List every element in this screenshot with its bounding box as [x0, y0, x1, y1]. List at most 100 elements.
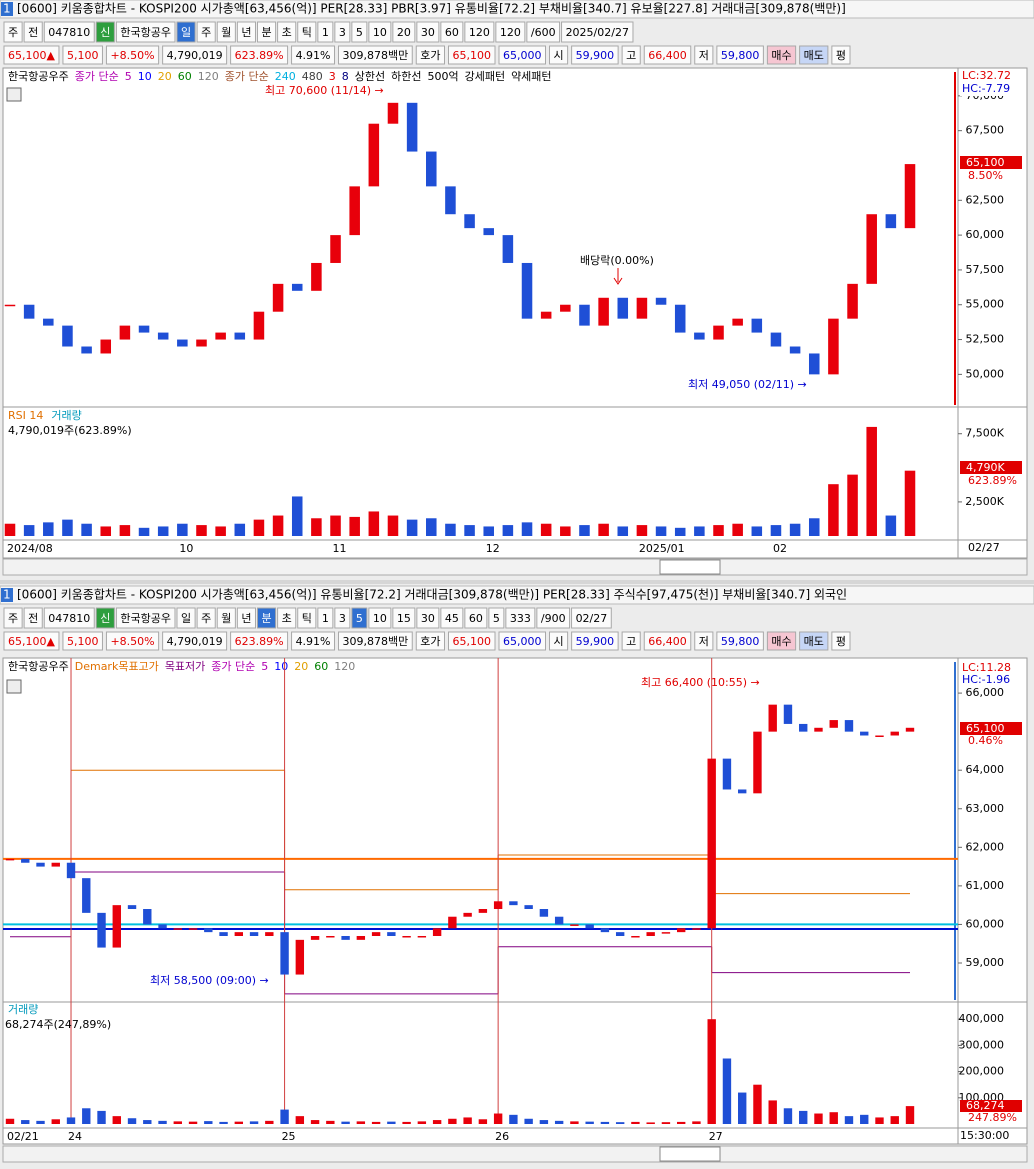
toolbar-cell[interactable] [464, 607, 488, 629]
dividend-arrow [613, 268, 623, 285]
candle [295, 939, 305, 975]
chart-area [2, 657, 1028, 1145]
volume-bar [885, 515, 897, 536]
toolbar-cell[interactable] [115, 21, 176, 43]
toolbar-cell[interactable] [95, 607, 115, 629]
candle [119, 325, 131, 340]
toolbar-cell[interactable] [277, 607, 297, 629]
toolbar-cell[interactable] [216, 607, 236, 629]
change-label: 8.50% [968, 169, 1003, 182]
toolbar-cell[interactable] [216, 21, 236, 43]
toolbar-cell[interactable] [317, 21, 334, 43]
toolbar-label: 한국항공우 [120, 26, 171, 39]
toolbar-label: 주 [201, 26, 211, 39]
price-box [960, 722, 1022, 735]
info-label: 309,878백만 [343, 49, 409, 62]
toolbar-cell[interactable] [3, 21, 23, 43]
candle [402, 935, 411, 938]
candle [524, 905, 533, 910]
toolbar-cell[interactable] [526, 21, 561, 43]
volume-bar [234, 523, 246, 536]
toolbar-cell[interactable] [571, 607, 612, 629]
toolbar-cell[interactable] [3, 607, 23, 629]
toolbar-label: 일 [181, 611, 191, 625]
toolbar-cell[interactable] [176, 21, 196, 43]
y-tick-label: 55,000 [966, 298, 1005, 311]
high-annotation: 최고 70,600 (11/14) → [265, 84, 384, 97]
info-label: 59,800 [721, 49, 760, 62]
toolbar-cell[interactable] [256, 607, 277, 629]
table-icon[interactable] [6, 87, 22, 102]
toolbar-cell[interactable] [416, 21, 440, 43]
y-tick-label: 52,500 [966, 333, 1005, 346]
toolbar-cell[interactable] [505, 607, 536, 629]
table-icon[interactable] [6, 679, 22, 694]
toolbar-cell[interactable] [236, 21, 256, 43]
toolbar-cell[interactable] [256, 21, 277, 43]
info-label: 4,790,019 [167, 635, 223, 648]
toolbar-cell[interactable] [317, 607, 334, 629]
toolbar-cell[interactable] [488, 607, 505, 629]
toolbar-cell[interactable] [43, 607, 95, 629]
toolbar-cell[interactable] [392, 21, 416, 43]
legend-item: 종가 단순 [75, 70, 119, 83]
candle [789, 346, 801, 354]
info-label: 저 [699, 635, 709, 648]
toolbar-cell[interactable] [416, 607, 440, 629]
window-number: 1 [3, 2, 11, 16]
volume-rate-label: 247.89% [968, 1111, 1017, 1124]
toolbar-cell[interactable] [95, 21, 115, 43]
toolbar-cell[interactable] [176, 607, 196, 629]
toolbar-cell[interactable] [464, 21, 495, 43]
scroll-buttons[interactable] [659, 1146, 721, 1162]
toolbar-cell[interactable] [368, 21, 392, 43]
volume-bar [483, 526, 494, 536]
toolbar-cell[interactable] [536, 607, 571, 629]
toolbar-label: 분 [261, 612, 271, 625]
volume-bar [295, 1116, 305, 1124]
scroll-buttons[interactable] [659, 559, 721, 575]
toolbar-cell[interactable] [196, 607, 216, 629]
scrollbar[interactable] [2, 1145, 1028, 1163]
price-label: 65,100 [966, 156, 1005, 169]
info-cell [415, 631, 445, 651]
toolbar-cell[interactable] [334, 607, 351, 629]
toolbar-cell[interactable] [236, 607, 256, 629]
toolbar-cell[interactable] [297, 21, 317, 43]
toolbar-cell[interactable] [392, 607, 416, 629]
toolbar-cell[interactable] [351, 607, 368, 629]
volume-bar [448, 1118, 457, 1124]
labels: 1 [0600] 키움종합차트 - KOSPI200 시가총액[63,456(억… [3, 2, 1022, 1142]
volume-bar [478, 1119, 488, 1124]
volume-box [960, 1100, 1022, 1112]
info-cell [549, 45, 569, 65]
toolbar-cell[interactable] [561, 21, 634, 43]
toolbar-cell[interactable] [297, 607, 317, 629]
toolbar-cell[interactable] [23, 607, 43, 629]
candle [783, 704, 793, 724]
candle [674, 304, 686, 333]
candle [770, 332, 782, 347]
toolbar-cell[interactable] [334, 21, 351, 43]
toolbar-cell[interactable] [23, 21, 43, 43]
info-cell [448, 631, 496, 651]
toolbar-cell[interactable] [440, 21, 464, 43]
candle [521, 262, 533, 319]
toolbar-cell[interactable] [495, 21, 526, 43]
volume-box [960, 461, 1022, 474]
toolbar-cell[interactable] [43, 21, 95, 43]
candle [341, 935, 350, 940]
legend-item: 500억 [427, 70, 458, 83]
toolbar-cell[interactable] [277, 21, 297, 43]
toolbar-cell[interactable] [115, 607, 176, 629]
toolbar-cell[interactable] [440, 607, 464, 629]
scrollbar[interactable] [2, 558, 1028, 576]
toolbar-cell[interactable] [351, 21, 368, 43]
toolbar-cell[interactable] [196, 21, 216, 43]
candle [875, 735, 884, 737]
toolbar-cell[interactable] [368, 607, 392, 629]
volume-bar [97, 1110, 106, 1124]
toolbar-label: 주 [8, 26, 18, 39]
x-tick-label: 2024/08 [7, 542, 53, 555]
volume-bar [173, 1121, 182, 1124]
